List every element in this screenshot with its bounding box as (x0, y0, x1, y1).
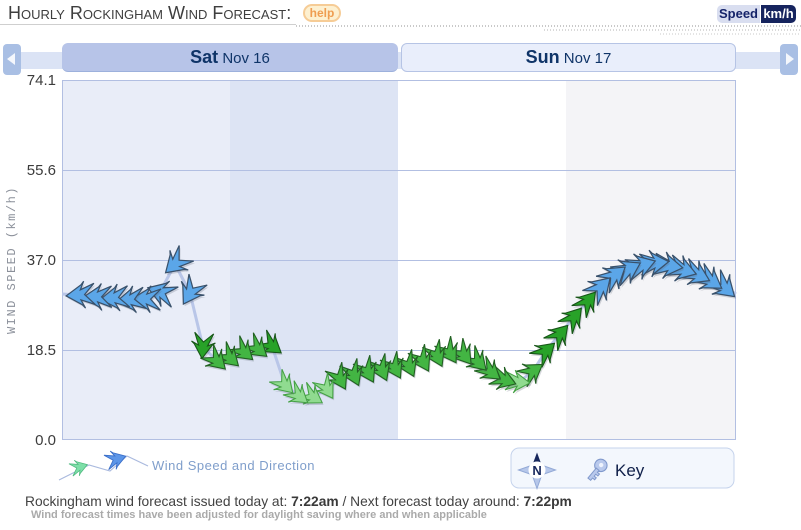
svg-text:0.0: 0.0 (35, 432, 56, 449)
svg-text:N: N (532, 463, 541, 478)
svg-text:18.5: 18.5 (27, 342, 56, 359)
svg-text:Wind Speed and Direction: Wind Speed and Direction (152, 458, 315, 473)
svg-text:WIND SPEED (km/h): WIND SPEED (km/h) (5, 186, 19, 334)
svg-text:55.6: 55.6 (27, 162, 56, 179)
svg-text:37.0: 37.0 (27, 252, 56, 269)
svg-text:74.1: 74.1 (27, 72, 56, 89)
